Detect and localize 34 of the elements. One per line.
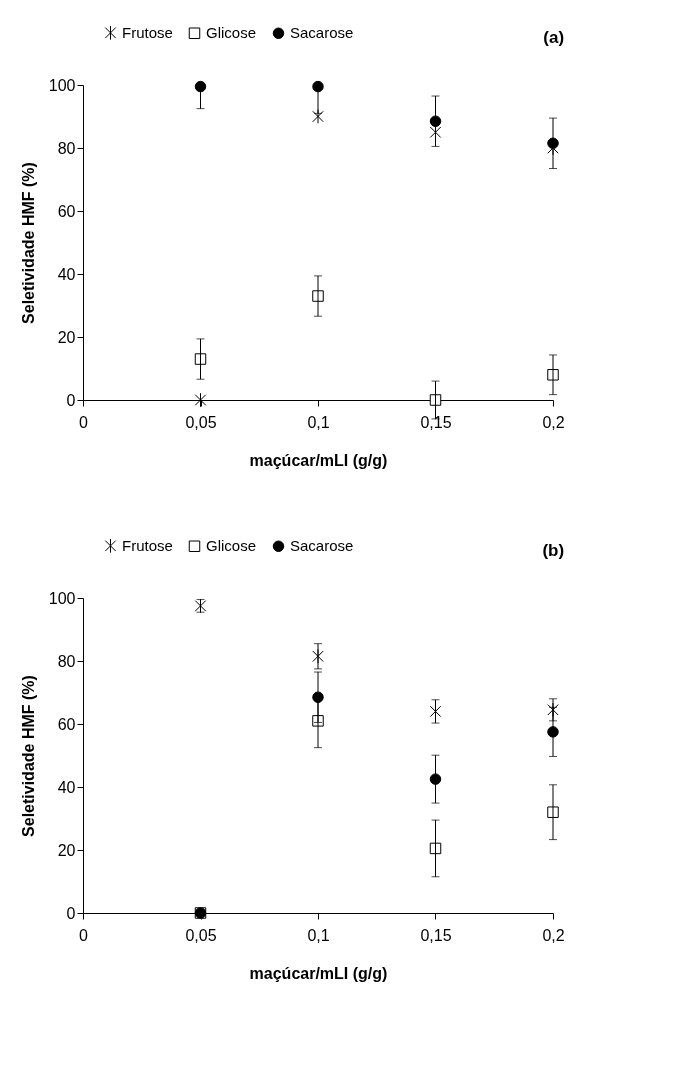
legend-label: Glicose — [206, 24, 257, 42]
y-tick-label: 60 — [57, 715, 76, 733]
legend-label: Sacarose — [290, 537, 354, 555]
legend-label: Frutose — [122, 536, 173, 554]
x-tick-label: 0 — [79, 926, 89, 944]
y-tick-label: 80 — [57, 139, 76, 157]
y-tick-label: 40 — [57, 778, 76, 796]
y-tick-label: 40 — [57, 265, 76, 283]
x-tick-label: 0,15 — [420, 926, 452, 944]
x-tick-label: 0,1 — [307, 413, 330, 431]
y-tick-label: 20 — [57, 841, 76, 859]
x-tick-label: 0,05 — [185, 413, 217, 431]
x-tick-label: 0,15 — [420, 413, 452, 431]
x-tick-label: 0 — [79, 413, 89, 431]
y-tick-label: 0 — [66, 391, 76, 409]
x-tick-label: 0,2 — [542, 926, 565, 944]
x-tick-label: 0,2 — [542, 413, 565, 431]
legend-label: Frutose — [122, 23, 173, 41]
legend-label: Glicose — [206, 537, 257, 555]
y-tick-label: 20 — [57, 328, 76, 346]
y-tick-label: 100 — [48, 589, 76, 607]
y-tick-label: 0 — [66, 904, 76, 922]
y-tick-label: 60 — [57, 202, 76, 220]
chart-title: (a) — [543, 28, 565, 47]
chart-title: (b) — [542, 541, 565, 560]
x-tick-label: 0,05 — [185, 926, 217, 944]
x-tick-label: 0,1 — [307, 926, 330, 944]
y-tick-label: 100 — [48, 76, 76, 94]
y-axis-title: Seletividade HMF (%) — [19, 675, 37, 837]
x-axis-title: maçúcar/mLI (g/g) — [249, 964, 388, 982]
legend-label: Sacarose — [290, 24, 354, 42]
y-tick-label: 80 — [57, 652, 76, 670]
x-axis-title: maçúcar/mLI (g/g) — [249, 451, 388, 469]
y-axis-title: Seletividade HMF (%) — [19, 162, 37, 324]
